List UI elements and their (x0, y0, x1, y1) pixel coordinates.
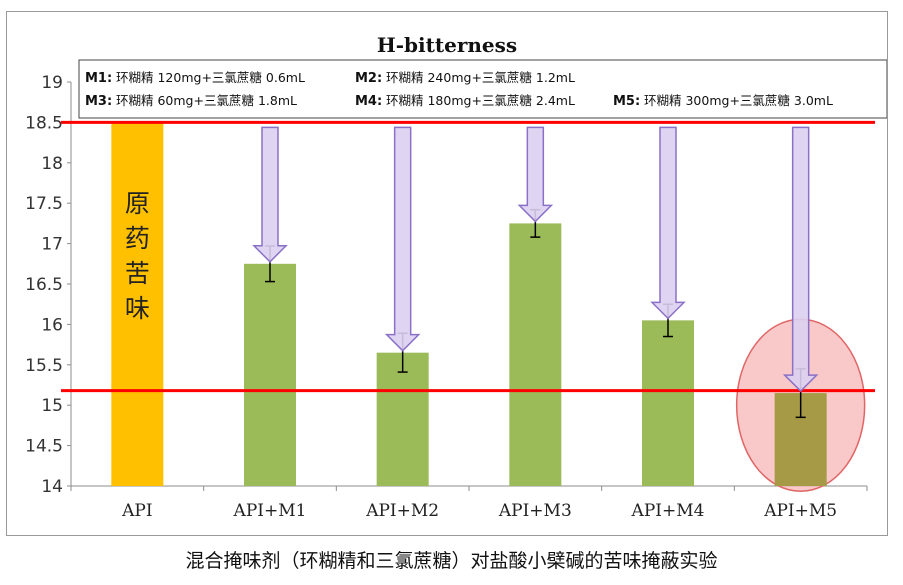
x-tick-label: API (121, 501, 152, 521)
legend-text: 环糊精 60mg+三氯蔗糖 1.8mL (116, 93, 297, 108)
down-arrow (517, 126, 554, 223)
legend-key: M3: (85, 94, 112, 109)
down-arrow (782, 126, 819, 393)
chart-frame: 14 14.5 15 15.5 16 16.5 17 17.5 18 18.5 19 原药苦味 API A… (6, 11, 888, 536)
down-arrow (384, 126, 421, 352)
y-tick-label: 17.5 (25, 194, 63, 214)
legend-box (78, 59, 887, 119)
down-arrow (650, 126, 686, 320)
legend-text: 环糊精 180mg+三氯蔗糖 2.4mL (386, 93, 575, 108)
legend-text: 环糊精 120mg+三氯蔗糖 0.6mL (116, 70, 305, 85)
y-tick-label: 19 (41, 73, 63, 93)
x-tick-label: API+M1 (233, 501, 307, 521)
api-bar-label-char: 味 (125, 294, 150, 323)
legend-text: 环糊精 300mg+三氯蔗糖 3.0mL (644, 93, 833, 108)
y-tick-label: 16.5 (25, 275, 63, 295)
y-tick-label: 17 (41, 235, 63, 255)
legend-key: M2: (355, 71, 382, 86)
x-tick-label: API+M2 (365, 501, 439, 521)
y-tick-label: 14.5 (25, 437, 63, 457)
legend-key: M1: (85, 71, 112, 86)
y-tick-label: 15.5 (25, 356, 63, 376)
y-tick-label: 15 (41, 396, 63, 416)
y-tick-label: 18.5 (25, 113, 63, 133)
bar-api-m2 (376, 352, 429, 486)
bar-api (111, 122, 164, 487)
legend-text: 环糊精 240mg+三氯蔗糖 1.2mL (386, 70, 575, 85)
y-tick-label: 18 (41, 154, 63, 174)
x-tick-label: API+M4 (631, 501, 705, 521)
legend-key: M4: (355, 94, 382, 109)
api-bar-label-char: 药 (125, 224, 150, 253)
api-bar-label-char: 原 (125, 189, 150, 218)
figure-caption: 混合掩味剂（环糊精和三氯蔗糖）对盐酸小檗碱的苦味掩蔽实验 (185, 550, 718, 572)
y-tick-label: 16 (41, 315, 63, 335)
bar-api-m1 (244, 263, 296, 486)
x-tick-label: API+M3 (498, 501, 572, 521)
bar-api-m4 (642, 320, 694, 486)
x-tick-label: API+M5 (763, 501, 837, 521)
y-tick-label: 14 (41, 477, 63, 497)
api-bar-label-char: 苦 (125, 259, 150, 288)
bar-api-m3 (509, 223, 562, 486)
legend-key: M5: (613, 94, 640, 109)
down-arrow (252, 126, 288, 263)
chart-title: H-bitterness (377, 33, 517, 57)
